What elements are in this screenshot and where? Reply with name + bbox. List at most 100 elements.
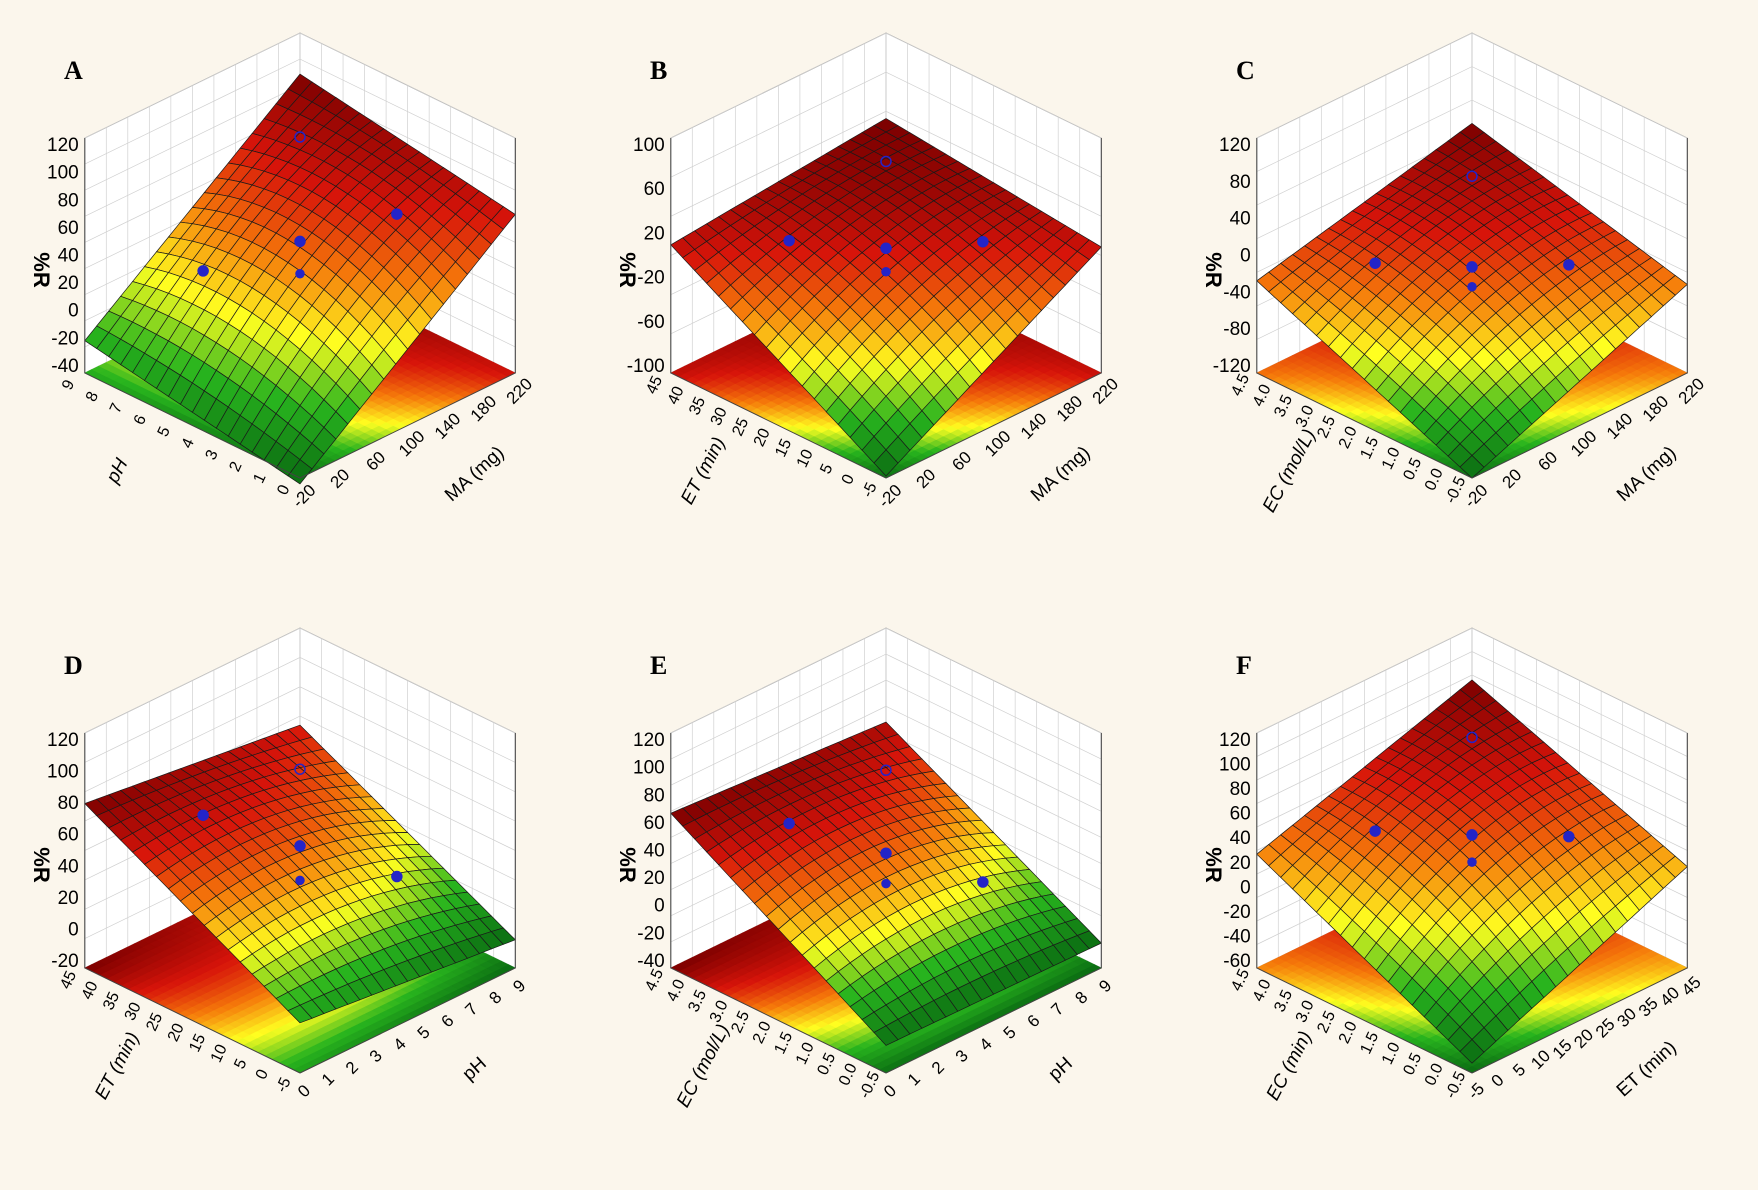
polyline-mark xyxy=(670,71,1102,178)
polyline-mark xyxy=(670,32,1102,139)
panel-A: 120 100 80 60 40 20 0 -20 -40 %R 0 1 2 3 4 5 6 7 8 9 pH -20 20… xyxy=(0,0,586,595)
panel-letter: A xyxy=(64,56,83,85)
left-tick-label: 0.0 xyxy=(1422,466,1447,493)
circle-mark xyxy=(294,235,306,248)
right-tick-label: 20 xyxy=(327,465,354,492)
z-tick-label: 40 xyxy=(1230,209,1251,230)
left-tick-label: 30 xyxy=(708,405,731,428)
polyline-mark xyxy=(1256,66,1688,172)
left-tick-label: 3.5 xyxy=(1271,392,1296,419)
right-tick-label: 140 xyxy=(1017,409,1050,442)
circle-mark xyxy=(1563,259,1575,271)
response-surface xyxy=(1256,122,1688,479)
response-surface xyxy=(84,73,516,485)
z-tick-label: -40 xyxy=(51,356,78,377)
right-tick-label: 20 xyxy=(1499,465,1526,492)
left-tick-label: 6 xyxy=(131,412,150,427)
z-tick-label: 100 xyxy=(633,135,665,156)
z-tick-label: -40 xyxy=(1223,282,1250,303)
right-tick-label: 100 xyxy=(1567,427,1600,460)
polyline-mark xyxy=(1256,99,1688,206)
left-tick-label: -5 xyxy=(859,480,880,500)
right-tick-label: 140 xyxy=(1603,409,1636,442)
z-tick-label: -120 xyxy=(1213,356,1251,377)
left-tick-label: 7 xyxy=(107,401,126,416)
surface-chart-A: 120100806040200-20-40%R0123456789pH-2020… xyxy=(29,32,536,512)
polyline-mark xyxy=(84,138,301,479)
right-tick-label: 220 xyxy=(1675,374,1708,407)
z-tick-label: 0 xyxy=(1240,246,1251,267)
z-axis-title: %R xyxy=(1201,252,1226,288)
surface-chart-B: 1006020-20-60-100%R-5051015202530354045E… xyxy=(615,32,1122,512)
panel-B: 100 60 20 -20 -60 -100 %R -5 0 5 10 15 20 25 30 35 40 45 E… xyxy=(586,0,1172,595)
left-tick-label: 0 xyxy=(839,472,858,487)
circle-mark xyxy=(881,267,891,277)
z-tick-label: -20 xyxy=(637,268,664,289)
z-tick-label: 20 xyxy=(58,273,79,294)
right-tick-label: 180 xyxy=(1639,392,1672,425)
right-tick-label: 220 xyxy=(503,374,536,407)
z-tick-label: 120 xyxy=(1219,135,1251,156)
left-tick-label: 1.0 xyxy=(1379,445,1404,472)
z-tick-label: 0 xyxy=(68,301,79,322)
z-axis-title: %R xyxy=(29,252,54,288)
right-tick-label: 140 xyxy=(431,409,464,442)
right-tick-label: -20 xyxy=(875,481,906,512)
z-tick-label: 120 xyxy=(47,135,79,156)
right-axis-title: MA (mg) xyxy=(441,442,508,506)
left-axis-title: EC (mol/L) xyxy=(1259,426,1320,516)
left-tick-label: 4 xyxy=(179,436,198,451)
right-tick-label: 100 xyxy=(395,427,428,460)
axes-frame xyxy=(1256,138,1688,479)
left-tick-label: 0.5 xyxy=(1400,455,1425,482)
left-tick-label: 2.0 xyxy=(1336,424,1361,451)
response-surface xyxy=(84,724,516,1024)
left-tick-label: 3.0 xyxy=(1293,403,1318,430)
circle-mark xyxy=(880,242,892,255)
right-tick-label: 20 xyxy=(913,465,940,492)
left-tick-label: 45 xyxy=(643,373,666,396)
polyline-mark xyxy=(885,138,1102,479)
surface-cell xyxy=(873,449,899,477)
circle-mark xyxy=(783,234,795,247)
z-axis-title: %R xyxy=(615,252,640,288)
left-tick-label: 15 xyxy=(772,436,795,459)
left-tick-label: 40 xyxy=(665,384,688,407)
panel-C: 120 80 40 0 -40 -80 -120 %R -0.5 0.0 0.5 1.0 1.5 2.0 2… xyxy=(1172,0,1758,595)
polyline-mark xyxy=(670,138,887,479)
left-tick-label: 4.0 xyxy=(1250,382,1275,409)
circle-mark xyxy=(391,208,403,220)
polyline-mark xyxy=(1256,32,1688,139)
circle-mark xyxy=(1369,257,1381,269)
right-tick-label: 180 xyxy=(1053,392,1086,425)
circle-mark xyxy=(295,268,305,279)
right-axis-title: MA (mg) xyxy=(1613,442,1680,506)
left-tick-label: 2 xyxy=(227,459,246,474)
experimental-points xyxy=(197,131,403,279)
polyline-mark xyxy=(299,138,516,479)
circle-mark xyxy=(880,155,892,168)
surface-chart-C: 12080400-40-80-120%R-0.50.00.51.01.52.02… xyxy=(1201,32,1708,516)
right-axis-title: MA (mg) xyxy=(1027,442,1094,506)
right-tick-label: 60 xyxy=(1534,448,1561,475)
z-tick-label: 80 xyxy=(58,190,79,211)
left-tick-label: 20 xyxy=(751,426,774,449)
circle-mark xyxy=(197,265,209,277)
z-tick-label: 20 xyxy=(644,223,665,244)
circle-mark xyxy=(1466,261,1478,273)
response-surface xyxy=(670,118,1102,477)
panel-letter: C xyxy=(1236,56,1255,85)
circle-mark xyxy=(1467,282,1477,292)
right-tick-label: 100 xyxy=(981,427,1014,460)
right-tick-label: 60 xyxy=(948,448,975,475)
left-tick-label: 5 xyxy=(817,461,836,476)
polyline-mark xyxy=(84,686,516,793)
right-tick-label: 60 xyxy=(362,448,389,475)
polyline-mark xyxy=(84,32,516,139)
polyline-mark xyxy=(1471,138,1688,479)
polyline-mark xyxy=(84,58,516,165)
